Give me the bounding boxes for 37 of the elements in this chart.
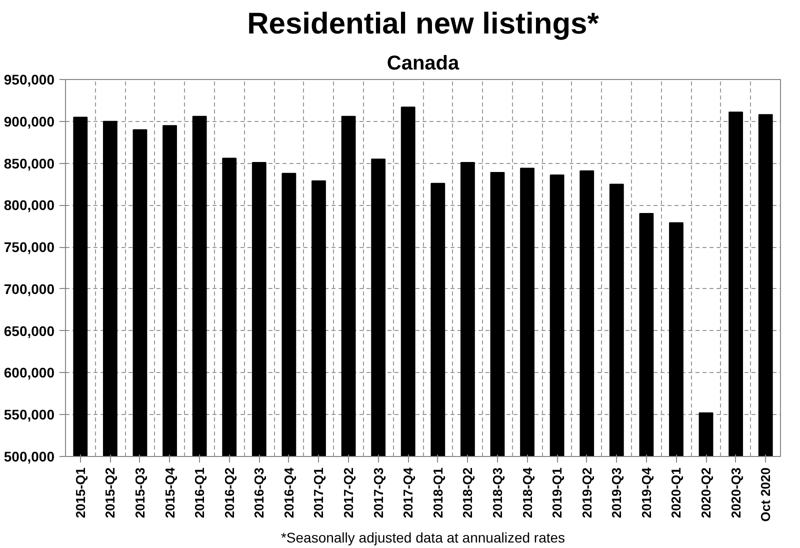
x-tick-label: 2016-Q2	[222, 467, 237, 518]
x-tick-label: 2017-Q1	[311, 467, 326, 518]
y-tick-label: 950,000	[4, 72, 55, 88]
x-tick-label: 2018-Q2	[460, 467, 476, 518]
x-tick-label: 2020-Q1	[668, 467, 684, 518]
text: *Seasonally adjusted data at annualized rates	[280, 530, 566, 546]
y-tick-label: 900,000	[4, 113, 55, 130]
x-tick-label: 2017-Q2	[341, 467, 356, 518]
x-tick-label: 2015-Q1	[72, 467, 88, 518]
x-tick-label: 2019-Q1	[550, 467, 565, 518]
x-tick-label: 2020-Q2	[698, 467, 714, 518]
x-tick-label: 2015-Q4	[162, 466, 178, 518]
x-tick-label: 2016-Q4	[281, 466, 296, 518]
y-tick-label: 550,000	[4, 406, 55, 423]
y-tick-label: 850,000	[4, 155, 55, 172]
x-tick-label: 2018-Q4	[520, 466, 535, 518]
y-tick-label: 800,000	[4, 197, 55, 214]
x-tick-label: 2016-Q1	[192, 467, 208, 518]
x-tick-label: 2019-Q2	[579, 467, 594, 518]
x-tick-label: 2016-Q3	[252, 467, 267, 518]
x-tick-label: 2018-Q3	[490, 467, 505, 518]
y-tick-label: 500,000	[4, 448, 55, 464]
x-tick-label: 2015-Q3	[132, 467, 148, 518]
y-tick-label: 700,000	[4, 280, 55, 297]
chart-title: Residential new listings*	[247, 8, 600, 40]
x-tick-label: 2017-Q3	[370, 467, 386, 518]
x-tick-label: 2018-Q1	[430, 467, 446, 518]
chart-subtitle: Canada	[386, 52, 460, 74]
x-tick-label: Oct 2020	[758, 468, 774, 522]
x-tick-label: 2017-Q4	[400, 466, 416, 518]
y-tick-label: 650,000	[4, 322, 55, 339]
x-tick-label: 2019-Q3	[609, 467, 624, 518]
y-tick-label: 600,000	[4, 364, 55, 381]
y-tick-label: 750,000	[4, 239, 55, 256]
x-tick-label: 2020-Q3	[728, 467, 744, 518]
x-tick-label: 2019-Q4	[638, 466, 654, 518]
x-tick-label: 2015-Q2	[102, 467, 118, 518]
